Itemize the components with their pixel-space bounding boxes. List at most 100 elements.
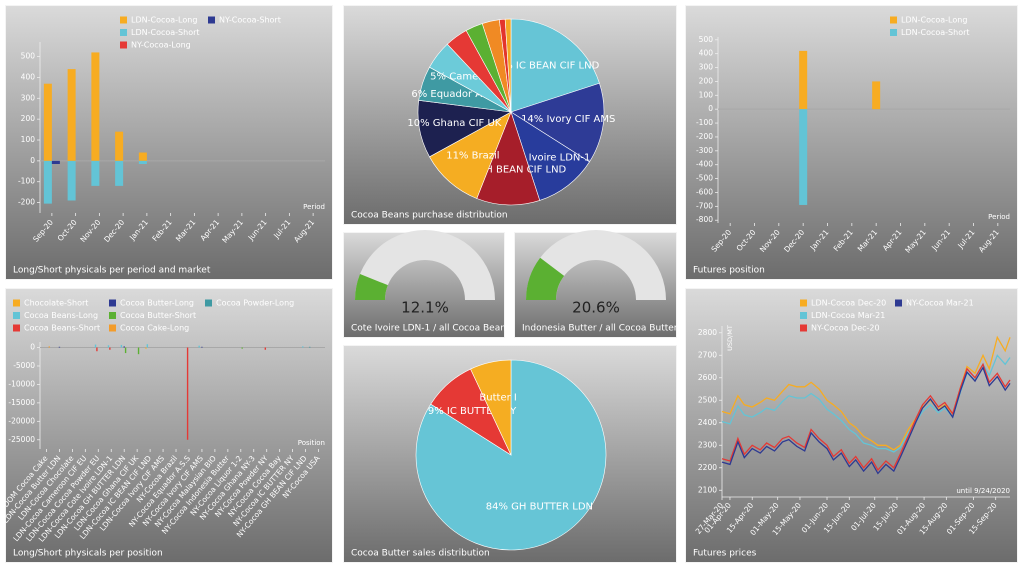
- legend-label: NY-Cocoa Dec-20: [811, 324, 880, 333]
- annotation: until 9/24/2020: [956, 487, 1010, 495]
- legend-swatch: [120, 16, 127, 24]
- y-tick-label: 0: [708, 104, 713, 113]
- bar: [94, 344, 97, 348]
- y-tick-label: -100: [696, 118, 713, 127]
- slice-label: Butter I: [479, 393, 516, 404]
- legend-swatch: [13, 299, 20, 307]
- panel: Cocoa Beans purchase distribution 20% IC …: [343, 5, 677, 225]
- y-tick-label: 100: [21, 135, 36, 144]
- legend-label: NY-Cocoa Mar-21: [906, 299, 974, 308]
- y-tick-label: -500: [696, 174, 713, 183]
- legend-swatch: [109, 299, 116, 307]
- y-tick-label: 300: [21, 93, 36, 102]
- legend-label: Cocoa Powder-Long: [216, 299, 294, 308]
- legend-label: Cocoa Butter-Short: [120, 311, 196, 320]
- panel-background: [685, 288, 1018, 563]
- y-tick-label: 200: [699, 76, 714, 85]
- panel: Futures prices LDN-Cocoa Dec-20 LDN-Cocoa …: [685, 288, 1018, 563]
- legend-label: Chocolate-Short: [24, 299, 88, 308]
- x-axis-label: Period: [303, 203, 325, 211]
- bar: [115, 160, 124, 186]
- y-tick-label: -300: [696, 146, 713, 155]
- y-tick-label: -15000: [8, 398, 35, 407]
- bar: [91, 160, 100, 186]
- legend-swatch: [890, 16, 897, 24]
- legend-swatch: [109, 312, 116, 319]
- bar: [872, 81, 881, 110]
- y-tick-label: 2200: [698, 463, 717, 472]
- slice-label: 10% Ghana CIF UK: [407, 118, 501, 129]
- y-tick-label: 2700: [698, 350, 717, 359]
- panel-title: Cocoa Beans purchase distribution: [351, 211, 508, 221]
- y-tick-label: -600: [696, 187, 713, 196]
- slice-label: 20% IC BEAN CIF LND: [490, 60, 599, 71]
- panel: Cocoa Butter sales distribution 84% GH BU…: [343, 345, 677, 563]
- legend-label: NY-Cocoa-Short: [219, 16, 281, 25]
- panel-title: Cote Ivoire LDN-1 / all Cocoa Beans: [351, 324, 511, 334]
- legend-swatch: [895, 299, 902, 307]
- panel: Long/Short physicals per position Chocola…: [0, 288, 333, 563]
- panel-title: Futures prices: [693, 549, 757, 559]
- legend-label: Cocoa Cake-Long: [120, 324, 189, 333]
- panel: Indonesia Butter / all Cocoa Butter 20.6%: [514, 230, 678, 338]
- bar: [198, 345, 200, 348]
- legend-swatch: [800, 312, 807, 319]
- bar: [120, 344, 123, 348]
- bar: [264, 347, 267, 350]
- y-tick-label: -10000: [8, 379, 35, 388]
- legend-label: LDN-Cocoa Dec-20: [811, 299, 886, 308]
- bar: [799, 50, 808, 110]
- legend-swatch: [800, 299, 807, 307]
- y-tick-label: 0: [30, 156, 35, 165]
- panel-background: [5, 5, 333, 280]
- pie-slice: [470, 359, 512, 456]
- y-tick-label: 2800: [698, 328, 717, 337]
- bar: [96, 347, 98, 352]
- bar: [146, 344, 149, 348]
- y-tick-label: 0: [30, 343, 35, 352]
- gauge-value: [526, 257, 565, 300]
- panel-title: Futures position: [693, 266, 765, 276]
- bar: [67, 160, 76, 201]
- bar: [799, 109, 808, 205]
- bar: [48, 346, 50, 348]
- legend-swatch: [205, 299, 212, 307]
- y-tick-label: 500: [21, 52, 36, 61]
- gauge-value-label: 12.1%: [401, 299, 449, 317]
- legend-label: Cocoa Beans-Short: [24, 324, 100, 333]
- legend-swatch: [120, 29, 127, 36]
- y-tick-label: -25000: [8, 435, 35, 444]
- bar: [58, 346, 61, 348]
- bar: [186, 347, 189, 440]
- bar: [51, 160, 60, 164]
- bar: [124, 347, 127, 354]
- y-tick-label: -20000: [8, 416, 35, 425]
- x-axis-label: Period: [988, 213, 1010, 221]
- bar: [109, 347, 111, 350]
- y-tick-label: 2500: [698, 395, 717, 404]
- y-tick-label: -200: [18, 198, 35, 207]
- gauge-track: [355, 230, 495, 300]
- bar: [201, 346, 203, 348]
- legend-swatch: [13, 312, 20, 319]
- panel-background: [685, 5, 1018, 280]
- y-tick-label: 400: [21, 72, 36, 81]
- legend-label: LDN-Cocoa Mar-21: [811, 311, 885, 320]
- bar: [138, 152, 147, 161]
- bar: [137, 347, 140, 355]
- legend-swatch: [208, 16, 215, 24]
- gauge-track: [526, 230, 666, 300]
- bar: [138, 160, 147, 164]
- pie-slice: [510, 82, 605, 163]
- bar: [241, 347, 243, 349]
- y-tick-label: 300: [699, 63, 714, 72]
- panel-background: [5, 288, 333, 563]
- panel: Futures position LDN-Cocoa-Long LDN-Cocoa-…: [685, 5, 1018, 280]
- pie-slice: [510, 18, 600, 113]
- legend-swatch: [890, 29, 897, 36]
- bar: [43, 160, 52, 204]
- slice-label: 6% Equador A.S.S: [411, 89, 501, 100]
- pie-slice: [504, 18, 512, 113]
- bar: [123, 346, 125, 348]
- bar: [43, 83, 52, 161]
